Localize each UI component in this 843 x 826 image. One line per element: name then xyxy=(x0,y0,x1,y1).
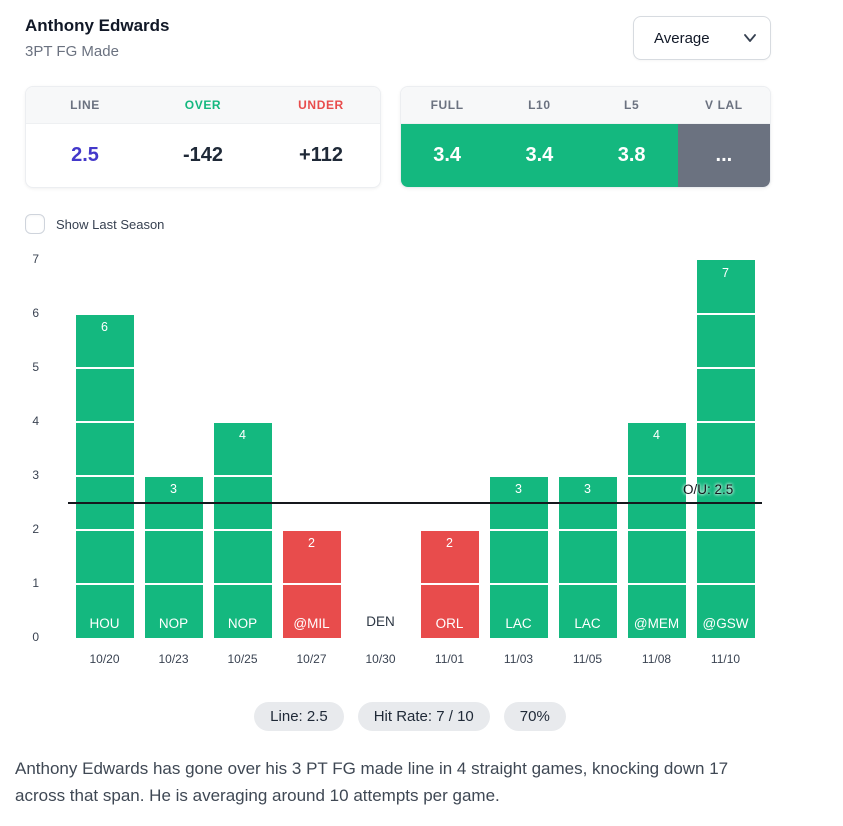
bar-value-label: 2 xyxy=(308,536,315,550)
gridline xyxy=(70,367,760,369)
line-value: 2.5 xyxy=(71,144,99,166)
full-header: FULL xyxy=(430,98,464,112)
opponent-label: @GSW xyxy=(702,616,749,631)
chevron-down-icon xyxy=(744,34,756,42)
y-axis-tick: 1 xyxy=(32,576,39,590)
opponent-label: ORL xyxy=(435,616,464,631)
show-last-season-label: Show Last Season xyxy=(56,216,165,232)
opponent-label: LAC xyxy=(574,616,601,631)
x-axis-date: 11/10 xyxy=(710,652,741,666)
y-axis-tick: 5 xyxy=(32,360,39,374)
gridline xyxy=(70,313,760,315)
game-bar-@GSW[interactable]: 7 @GSW xyxy=(696,260,755,638)
game-bar-LAC[interactable]: 3 LAC xyxy=(558,476,617,638)
bar-value-label: 3 xyxy=(515,482,522,496)
bar-chart: 0 1 2 3 4 5 6 7 6 HOU 10/20 3 NOP 10/23 4 NOP 10/25 2 @MIL… xyxy=(25,248,795,672)
bar-value-label: 4 xyxy=(239,428,246,442)
line-odds-header: LINE OVER UNDER xyxy=(26,87,380,124)
under-odds[interactable]: +112 xyxy=(299,144,343,166)
x-axis-date: 11/08 xyxy=(641,652,672,666)
y-axis-tick: 0 xyxy=(32,630,39,644)
x-axis-date: 11/01 xyxy=(434,652,465,666)
bar-value-label: 6 xyxy=(101,320,108,334)
l10-header: L10 xyxy=(528,98,551,112)
game-bar-LAC[interactable]: 3 LAC xyxy=(489,476,548,638)
splits-header: FULL L10 L5 V LAL xyxy=(401,87,770,124)
y-axis-tick: 4 xyxy=(32,414,39,428)
over-under-line xyxy=(68,502,762,504)
gridline xyxy=(70,475,760,477)
x-axis-date: 11/03 xyxy=(503,652,534,666)
y-axis-tick: 2 xyxy=(32,522,39,536)
odds-cards: LINE OVER UNDER 2.5 -142 +112 FULL L10 L… xyxy=(25,86,771,188)
opponent-label: DEN xyxy=(366,614,395,629)
average-dropdown[interactable]: Average xyxy=(633,16,771,60)
y-axis-tick: 7 xyxy=(32,252,39,266)
full-average: 3.4 xyxy=(401,124,494,187)
gridline xyxy=(70,529,760,531)
bar-value-label: 3 xyxy=(170,482,177,496)
x-axis-date: 10/27 xyxy=(296,652,327,666)
show-last-season-row: Show Last Season xyxy=(25,214,818,234)
x-axis-date: 10/30 xyxy=(365,652,396,666)
x-axis-date: 11/05 xyxy=(572,652,603,666)
analysis-text: Anthony Edwards has gone over his 3 PT F… xyxy=(15,759,729,806)
opponent-label: HOU xyxy=(89,616,120,631)
y-axis-tick: 6 xyxy=(32,306,39,320)
player-heading: Anthony Edwards 3PT FG Made xyxy=(25,16,170,60)
opponent-label: @MIL xyxy=(293,616,330,631)
gridline xyxy=(70,421,760,423)
x-axis-date: 10/25 xyxy=(227,652,258,666)
player-name: Anthony Edwards xyxy=(25,16,170,35)
under-header: UNDER xyxy=(298,98,344,112)
opponent-label: NOP xyxy=(158,616,189,631)
line-header: LINE xyxy=(70,98,100,112)
l5-header: L5 xyxy=(624,98,640,112)
y-axis-tick: 3 xyxy=(32,468,39,482)
hit-percentage-pill: 70% xyxy=(503,702,566,731)
stat-type-label: 3PT FG Made xyxy=(25,43,119,60)
show-last-season-checkbox[interactable] xyxy=(25,214,45,234)
over-under-line-label: O/U: 2.5 xyxy=(683,482,734,497)
bar-value-label: 7 xyxy=(722,266,729,280)
summary-pills: Line: 2.5 Hit Rate: 7 / 10 70% xyxy=(25,702,795,731)
line-odds-values: 2.5 -142 +112 xyxy=(26,124,380,187)
vs-opponent-header: V LAL xyxy=(705,98,743,112)
splits-values: 3.4 3.4 3.8 ... xyxy=(401,124,770,187)
l5-average: 3.8 xyxy=(585,124,678,187)
opponent-label: LAC xyxy=(505,616,532,631)
splits-card: FULL L10 L5 V LAL 3.4 3.4 3.8 ... xyxy=(400,86,771,188)
opponent-label: @MEM xyxy=(633,616,680,631)
opponent-label: NOP xyxy=(227,616,258,631)
x-axis-date: 10/23 xyxy=(158,652,189,666)
vs-opponent-average: ... xyxy=(677,124,770,187)
line-pill: Line: 2.5 xyxy=(254,702,344,731)
average-dropdown-value: Average xyxy=(654,29,710,47)
over-odds[interactable]: -142 xyxy=(182,144,224,166)
bar-value-label: 2 xyxy=(446,536,453,550)
gridline xyxy=(70,583,760,585)
x-axis-date: 10/20 xyxy=(89,652,120,666)
hit-rate-pill: Hit Rate: 7 / 10 xyxy=(357,702,490,731)
bar-value-label: 3 xyxy=(584,482,591,496)
l10-average: 3.4 xyxy=(493,124,586,187)
line-odds-card: LINE OVER UNDER 2.5 -142 +112 xyxy=(25,86,381,188)
bar-value-label: 4 xyxy=(653,428,660,442)
game-bar-NOP[interactable]: 3 NOP xyxy=(144,476,203,638)
over-header: OVER xyxy=(184,98,222,112)
header: Anthony Edwards 3PT FG Made Average xyxy=(25,16,771,60)
